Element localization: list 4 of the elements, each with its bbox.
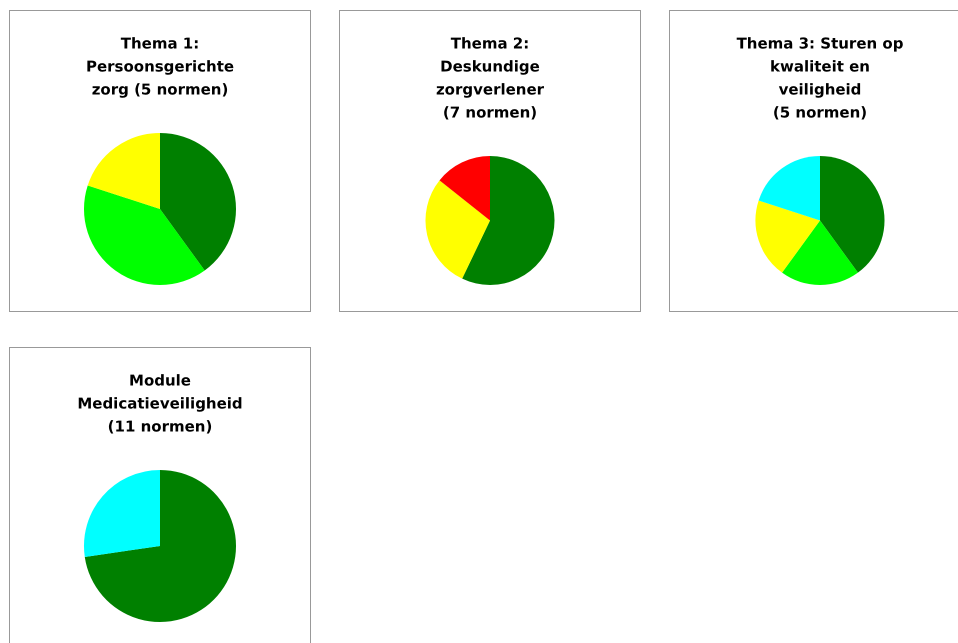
chart-title: Module Medicatieveiligheid (11 normen): [77, 371, 243, 436]
chart-title: Thema 2: Deskundige zorgverlener (7 normen): [436, 34, 545, 122]
chart-title: Thema 1: Persoonsgerichte zorg (5 normen): [86, 34, 234, 98]
chart-title: Thema 3: Sturen op kwaliteit en veiligheid (5 normen): [736, 34, 904, 122]
